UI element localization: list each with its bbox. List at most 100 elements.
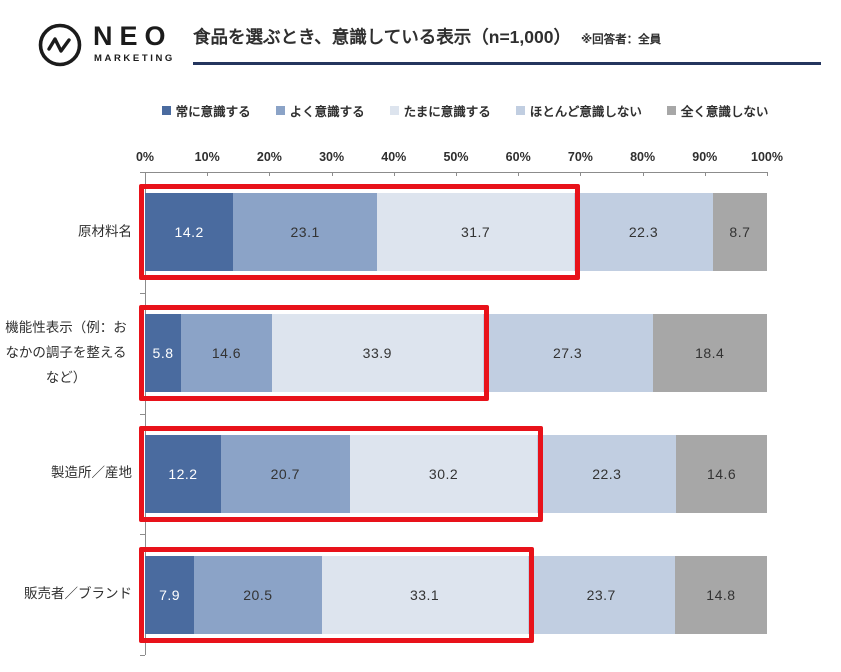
legend-swatch [275,106,285,115]
legend-swatch [666,106,676,115]
x-tick-mark [269,172,271,176]
segment-value: 22.3 [592,465,622,482]
bar-segment: 23.1 [233,193,377,272]
segment-value: 12.2 [168,465,198,482]
segment-value: 31.7 [460,224,491,241]
x-tick-mark [456,172,457,176]
chart-legend: 常に意識する よく意識する たまに意識する ほとんど意識しない 全く意識しない [145,101,785,120]
legend-item: よく意識する [275,101,365,120]
segment-value: 22.3 [628,224,659,241]
circle-zigzag-icon [38,23,82,67]
bar-segment: 33.9 [271,314,483,393]
category-label-text: 販売者／ブランド [24,586,132,602]
bar-row: 7.9 20.5 33.1 23.7 14.8 [145,555,767,634]
segment-value: 8.7 [729,224,751,241]
y-axis-line [145,172,146,655]
x-tick-label: 20% [256,150,282,164]
legend-item: 全く意識しない [666,101,769,120]
highlight-box [139,425,544,522]
x-tick-label: 80% [630,150,656,164]
segment-value: 20.5 [243,586,273,603]
bar-segment: 22.3 [574,193,713,272]
x-tick-label: 60% [505,150,531,164]
segment-value: 14.6 [211,345,242,362]
legend-swatch [515,106,525,115]
segment-value: 14.8 [706,586,736,603]
legend-label: 常に意識する [175,105,251,119]
category-label: 原材料名 [0,193,132,271]
title-block: 食品を選ぶとき、意識している表示（n=1,000） ※回答者：全員 [193,24,823,49]
segment-value: 33.9 [362,345,392,362]
segment-value: 7.9 [159,586,181,603]
x-tick-label: 30% [319,150,345,164]
x-tick-label: 50% [443,150,469,164]
x-tick-mark [704,172,706,176]
bar-segment: 7.9 [145,555,195,634]
logo-sub-text: MARKETING [94,53,175,64]
respondent-note: ※回答者：全員 [580,34,662,46]
x-tick-label: 0% [135,150,155,164]
bar-segment: 18.4 [652,314,767,393]
bar-segment: 20.5 [194,555,322,634]
bar-row: 5.8 14.6 33.9 27.3 18.4 [145,314,767,393]
segment-value: 14.6 [706,465,737,482]
bar-segment: 14.2 [145,193,234,272]
x-tick-mark [580,172,582,176]
segment-value: 30.2 [428,465,459,482]
x-tick-label: 40% [381,150,407,164]
category-label: 販売者／ブランド [0,556,132,634]
y-tick-mark [140,655,145,656]
x-tick-mark [207,172,209,176]
bar-row: 14.2 23.1 31.7 22.3 8.7 [145,193,767,272]
segment-value: 27.3 [552,345,583,362]
neo-marketing-logo: NEO MARKETING [36,20,186,72]
bar-segment: 33.1 [321,555,528,634]
category-label: 製造所／産地 [0,435,132,513]
bar-segment: 14.6 [676,434,767,513]
bar-segment: 23.7 [527,555,675,634]
legend-label: よく意識する [289,105,365,119]
segment-value: 5.8 [152,345,174,362]
page-title: 食品を選ぶとき、意識している表示（n=1,000） [193,27,571,47]
legend-label: 全く意識しない [680,105,769,119]
x-tick-label: 70% [567,150,593,164]
legend-swatch [389,106,399,115]
y-tick-mark [140,413,145,415]
bar-segment: 27.3 [482,314,653,393]
segment-value: 20.7 [270,465,300,482]
legend-item: たまに意識する [389,101,491,120]
segment-value: 18.4 [695,345,725,362]
logo-brand-text: NEO [93,21,173,51]
bar-row: 12.2 20.7 30.2 22.3 14.6 [145,434,767,513]
bar-segment: 20.7 [220,434,350,513]
bar-segment: 8.7 [712,193,767,272]
bar-segment: 31.7 [376,193,575,272]
x-tick-mark [642,172,644,176]
bar-segment: 22.3 [537,434,677,513]
segment-value: 23.1 [290,224,320,241]
x-tick-label: 90% [692,150,718,164]
highlight-box [139,305,489,402]
segment-value: 33.1 [409,586,440,603]
category-label-text: 製造所／産地 [51,465,132,481]
x-tick-label: 100% [751,150,783,164]
segment-value: 23.7 [586,586,616,603]
y-tick-mark [140,534,145,536]
bar-segment: 30.2 [349,434,538,513]
x-axis-line [145,172,767,173]
highlight-box [139,546,534,643]
bar-segment: 12.2 [145,434,221,513]
bar-segment: 5.8 [145,314,182,393]
legend-item: 常に意識する [161,101,251,120]
x-tick-mark [518,172,520,176]
segment-value: 14.2 [174,224,204,241]
y-tick-mark [140,292,145,294]
category-label: 機能性表示（例：おなかの調子を整えるなど） [0,314,132,392]
x-tick-mark [393,172,395,176]
y-tick-mark [140,172,145,173]
legend-item: ほとんど意識しない [515,101,642,120]
category-label-text: 機能性表示（例：おなかの調子を整えるなど） [5,319,127,385]
legend-label: ほとんど意識しない [529,105,642,119]
